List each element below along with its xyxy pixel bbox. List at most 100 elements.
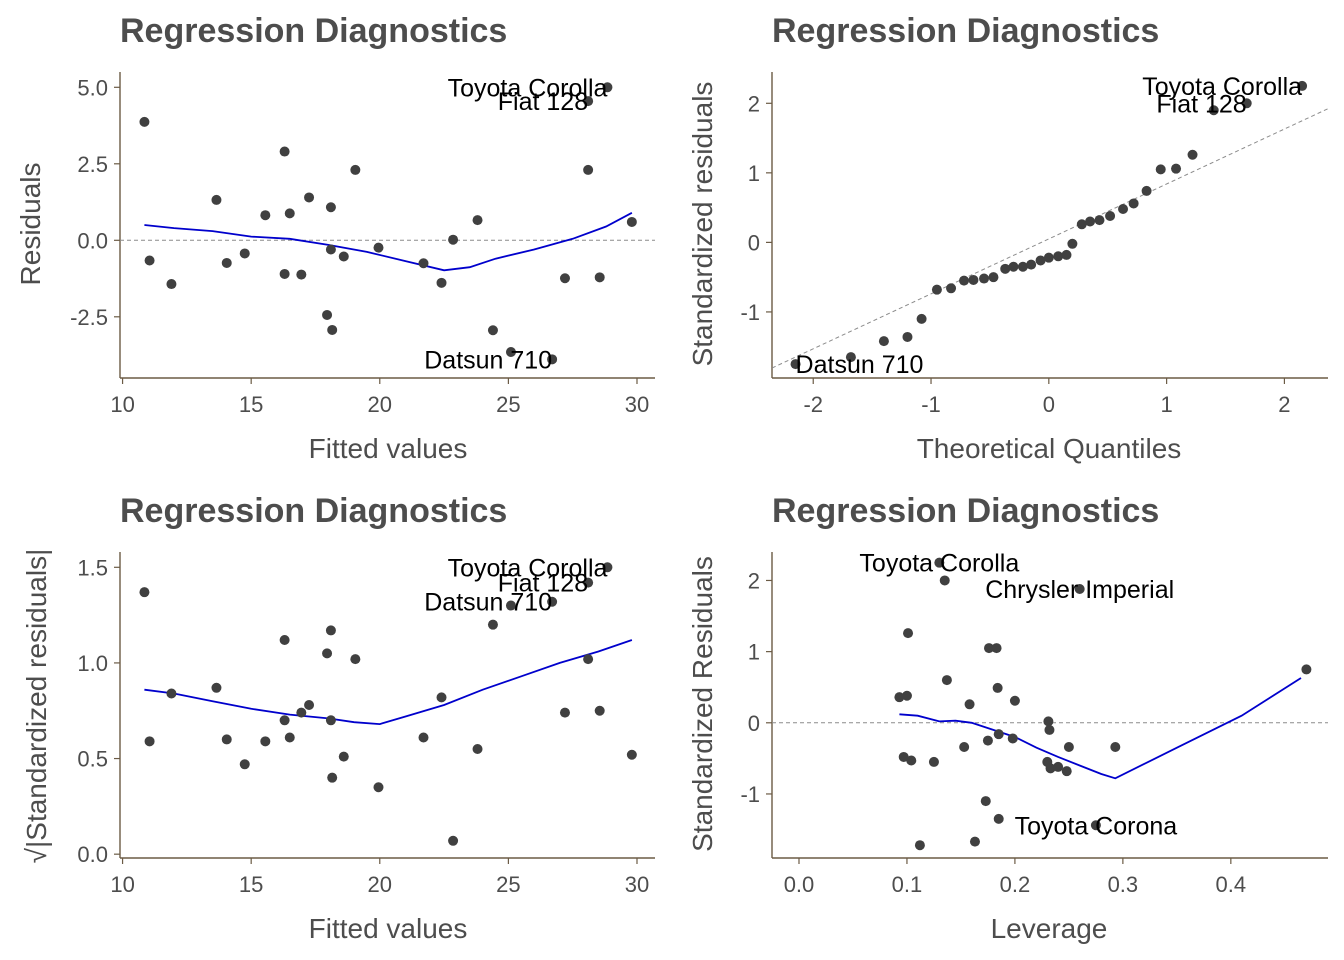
data-point (583, 654, 594, 665)
x-tick-label: 0.2 (1000, 872, 1031, 897)
data-point (279, 634, 290, 645)
data-point (436, 277, 447, 288)
x-tick-label: 30 (625, 872, 649, 897)
panel-normal-qq: Regression Diagnostics Theoretical Quant… (687, 12, 1328, 464)
data-point (626, 749, 637, 760)
data-point (968, 274, 979, 285)
x-axis-title: Theoretical Quantiles (917, 433, 1182, 464)
smooth-line (144, 212, 633, 272)
data-point (139, 116, 150, 127)
data-point (1171, 163, 1182, 174)
data-point (338, 751, 349, 762)
data-point (583, 164, 594, 175)
data-point (1297, 80, 1308, 91)
data-point (166, 279, 177, 290)
data-point (1044, 724, 1055, 735)
x-tick-label: 30 (625, 392, 649, 417)
data-point (941, 675, 952, 686)
y-tick-label: 2.5 (77, 152, 108, 177)
x-tick-label: 15 (239, 392, 263, 417)
data-point (304, 192, 315, 203)
data-point (221, 257, 232, 268)
data-point (1085, 216, 1096, 227)
point-label: Fiat 128 (498, 570, 588, 598)
data-point (988, 272, 999, 283)
data-point (1053, 761, 1064, 772)
point-label: Toyota Corolla (448, 74, 608, 102)
point-label: Fiat 128 (498, 88, 588, 116)
data-point (505, 346, 516, 357)
x-tick-label: 25 (496, 872, 520, 897)
x-tick-label: 10 (110, 872, 134, 897)
x-tick-label: -1 (921, 392, 941, 417)
point-label: Toyota Corona (1015, 812, 1178, 840)
smooth-line (899, 677, 1302, 780)
y-tick-label: 1 (748, 640, 760, 665)
data-point (559, 707, 570, 718)
data-point (583, 577, 594, 588)
data-point (984, 643, 995, 654)
chart-title: Regression Diagnostics (120, 492, 507, 530)
data-point (979, 273, 990, 284)
data-point (505, 600, 516, 611)
data-point (338, 251, 349, 262)
data-point (914, 840, 925, 851)
data-point (602, 562, 613, 573)
y-axis-title: Standardized Residuals (687, 556, 718, 852)
data-point (993, 729, 1004, 740)
data-point (1067, 238, 1078, 249)
data-point (1128, 198, 1139, 209)
x-tick-label: 0.0 (784, 872, 815, 897)
data-point (878, 336, 889, 347)
data-point (1000, 263, 1011, 274)
data-point (594, 272, 605, 283)
chart-title: Regression Diagnostics (772, 492, 1159, 530)
data-point (279, 715, 290, 726)
y-tick-label: 2 (748, 91, 760, 116)
data-point (1007, 733, 1018, 744)
data-point (946, 283, 957, 294)
data-point (1009, 695, 1020, 706)
data-point (448, 835, 459, 846)
x-tick-label: 20 (368, 392, 392, 417)
data-point (144, 736, 155, 747)
data-point (906, 755, 917, 766)
data-point (959, 275, 970, 286)
point-label: Fiat 128 (1156, 90, 1246, 118)
data-point (901, 690, 912, 701)
data-point (969, 836, 980, 847)
x-axis-title: Fitted values (309, 433, 468, 464)
data-point (1063, 741, 1074, 752)
data-point (260, 736, 271, 747)
data-point (139, 587, 150, 598)
point-label: Chrysler Imperial (985, 576, 1174, 604)
data-point (1094, 215, 1105, 226)
data-point (304, 700, 315, 710)
data-point (594, 705, 605, 716)
data-point (903, 628, 914, 639)
y-tick-label: -2.5 (70, 305, 108, 330)
data-point (325, 202, 336, 213)
y-tick-label: 0.0 (77, 228, 108, 253)
data-point (472, 743, 483, 754)
data-point (982, 735, 993, 746)
data-point (1026, 259, 1037, 270)
y-tick-label: 0 (748, 711, 760, 736)
data-point (1187, 149, 1198, 160)
y-tick-label: 0.0 (77, 842, 108, 867)
data-point (1090, 820, 1101, 831)
y-axis-title: √|Standardized residuals| (21, 549, 52, 864)
data-point (325, 244, 336, 255)
data-point (296, 707, 307, 718)
y-tick-label: 0.5 (77, 747, 108, 772)
data-point (373, 242, 384, 253)
data-point (322, 648, 333, 659)
data-point (993, 813, 1004, 824)
data-point (894, 692, 905, 703)
data-point (1141, 185, 1152, 196)
data-point (322, 309, 333, 320)
data-point (790, 359, 801, 370)
